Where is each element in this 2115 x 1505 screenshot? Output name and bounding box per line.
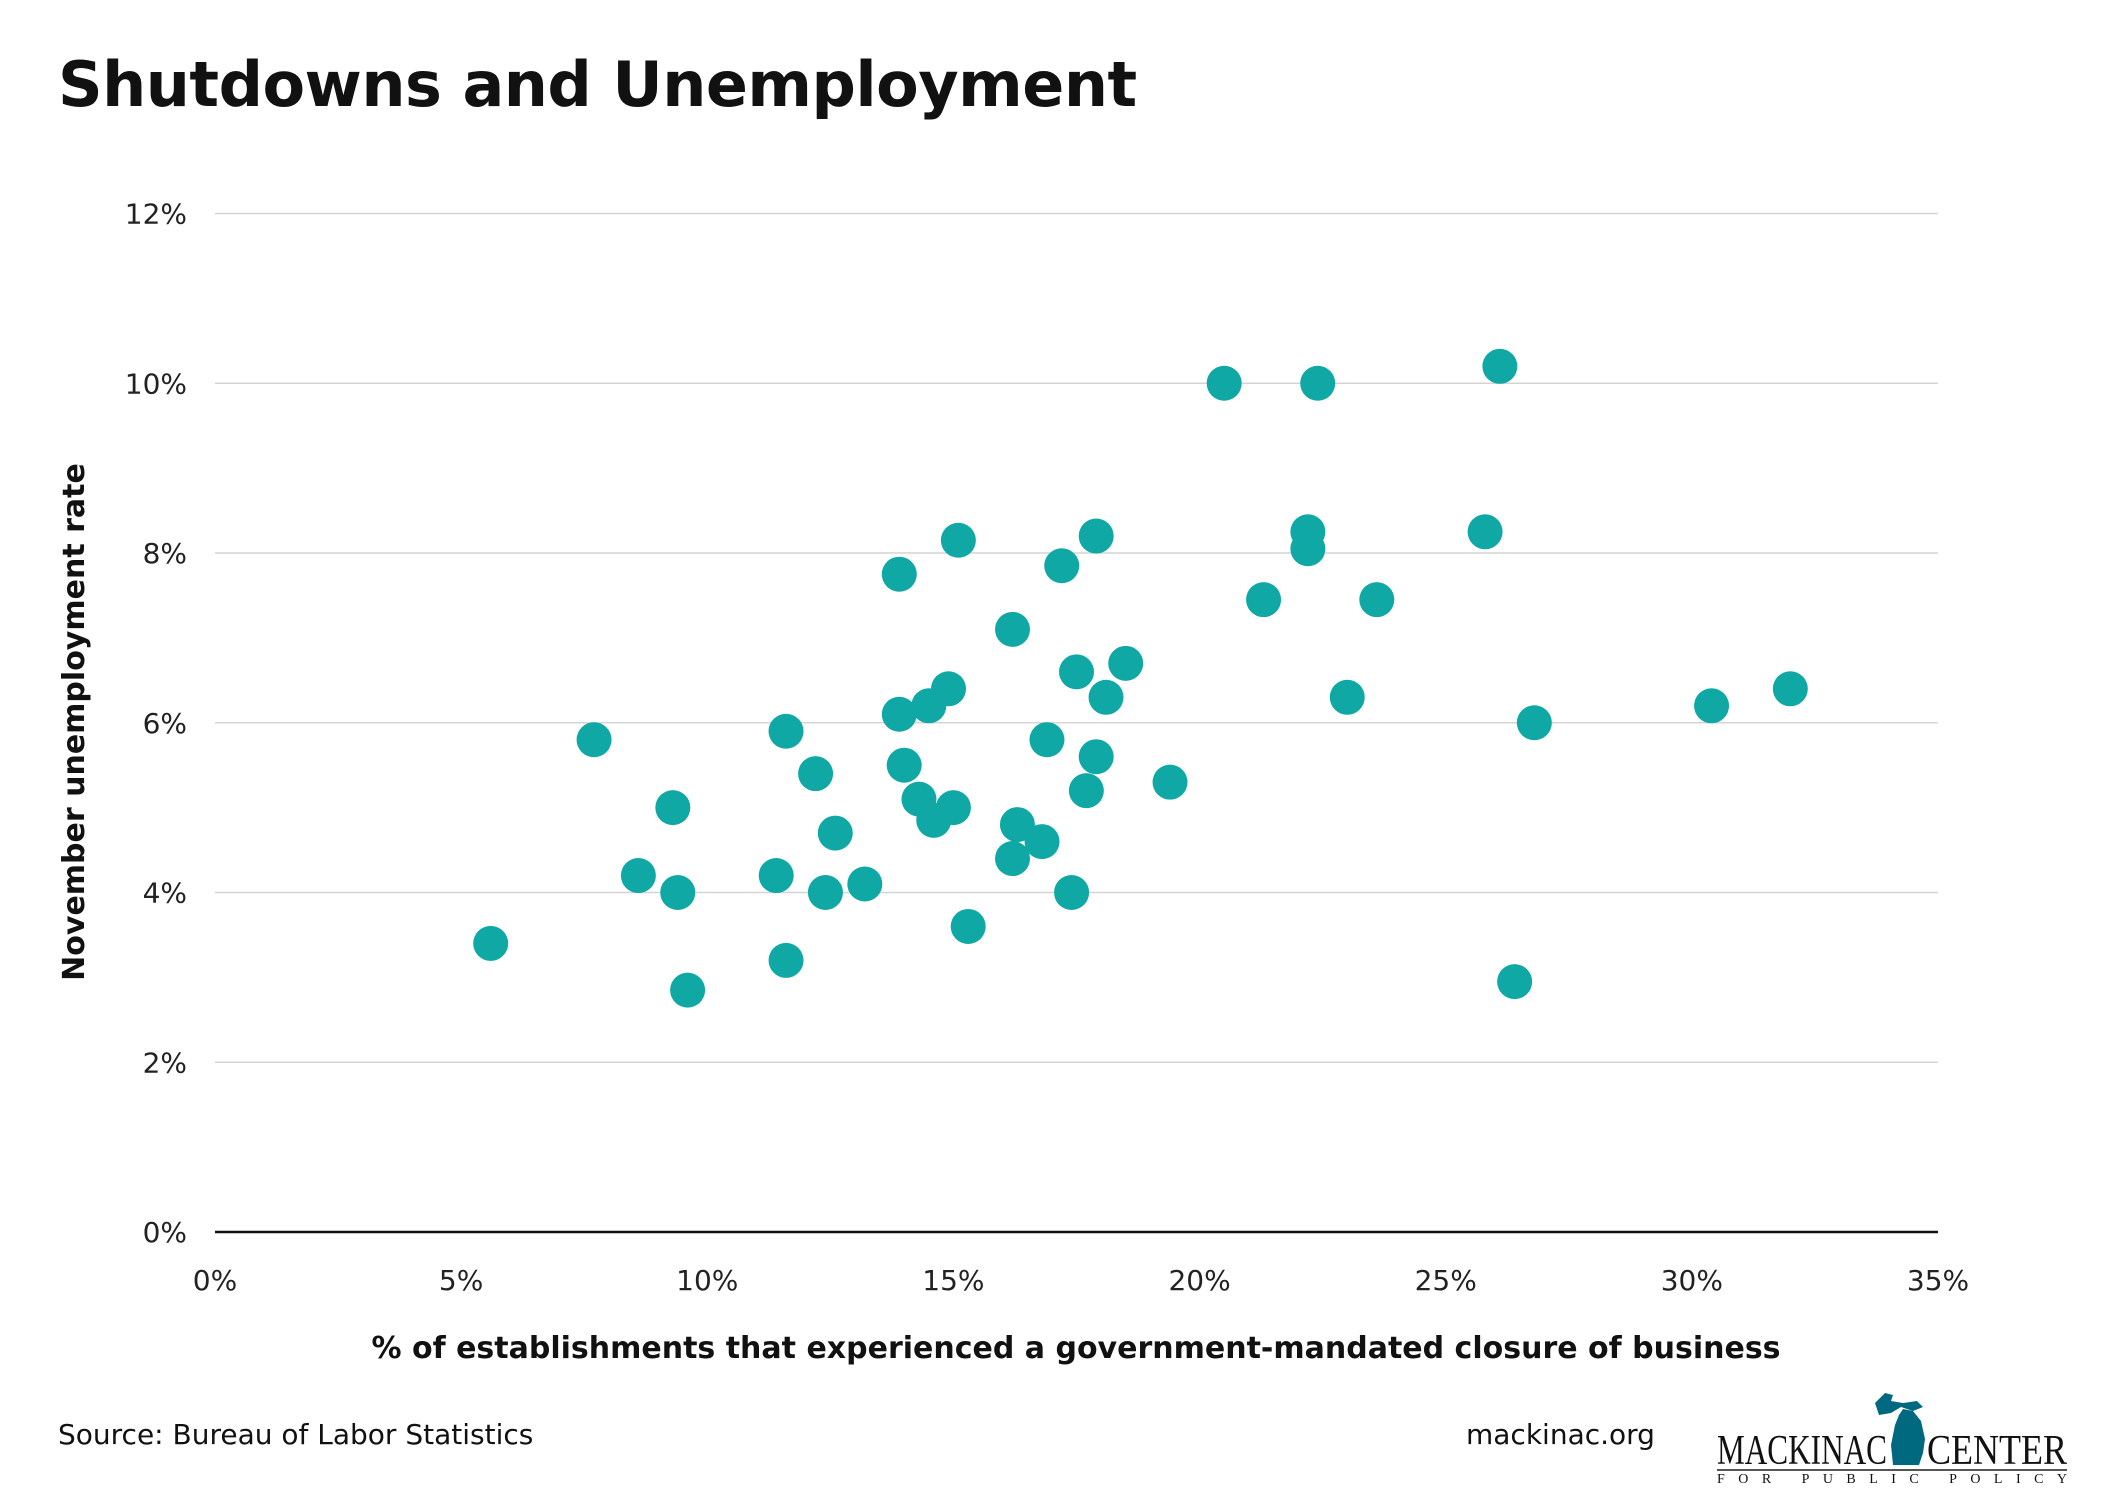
- data-point: [1054, 875, 1090, 910]
- gridlines: [215, 212, 1938, 1234]
- data-point: [1059, 654, 1094, 690]
- data-point: [995, 841, 1031, 877]
- data-point: [768, 713, 804, 749]
- data-point: [1078, 739, 1114, 775]
- x-tick-label: 25%: [1415, 1264, 1477, 1297]
- data-point: [1772, 671, 1808, 707]
- data-point: [1044, 548, 1080, 584]
- data-point: [798, 756, 834, 792]
- data-point: [1206, 365, 1242, 401]
- data-point: [576, 722, 612, 758]
- michigan-icon: [1875, 1393, 1925, 1465]
- data-point: [1497, 964, 1533, 1000]
- data-point: [1516, 705, 1552, 741]
- data-point: [1482, 348, 1518, 384]
- data-point: [1068, 773, 1104, 809]
- y-axis-label: November unemployment rate: [57, 463, 92, 981]
- data-point: [1152, 764, 1188, 800]
- mackinac-center-logo: MACKINAC CENTER FOR PUBLIC POLICY: [1717, 1393, 2067, 1485]
- y-tick-label: 4%: [143, 877, 187, 910]
- y-tick-label: 10%: [125, 367, 187, 400]
- y-axis-ticks: 0% 2% 4% 6% 8% 10% 12%: [125, 198, 187, 1250]
- data-point: [1359, 582, 1395, 618]
- data-point: [660, 875, 696, 910]
- x-tick-label: 20%: [1168, 1264, 1230, 1297]
- site-link[interactable]: mackinac.org: [1466, 1418, 1655, 1451]
- data-point: [1329, 679, 1365, 715]
- data-point: [881, 696, 917, 732]
- x-tick-label: 10%: [676, 1264, 738, 1297]
- svg-text:CENTER: CENTER: [1927, 1428, 2067, 1474]
- data-point: [881, 556, 917, 592]
- y-tick-label: 12%: [125, 198, 187, 231]
- data-point: [1078, 518, 1114, 554]
- data-point: [1694, 688, 1730, 724]
- y-tick-label: 0%: [143, 1216, 187, 1249]
- data-point: [1088, 679, 1124, 715]
- x-tick-label: 30%: [1661, 1264, 1723, 1297]
- data-point: [1246, 582, 1282, 618]
- chart-title: Shutdowns and Unemployment: [58, 48, 1137, 121]
- x-axis-ticks: 0% 5% 10% 15% 20% 25% 30% 35%: [193, 1264, 1969, 1297]
- y-tick-label: 8%: [143, 537, 187, 570]
- data-point: [1290, 531, 1326, 567]
- data-point: [620, 858, 656, 894]
- data-point: [670, 972, 706, 1008]
- x-tick-label: 35%: [1907, 1264, 1969, 1297]
- x-tick-label: 15%: [922, 1264, 984, 1297]
- data-point: [817, 815, 853, 851]
- data-point: [1029, 722, 1065, 758]
- data-point: [886, 747, 922, 783]
- data-point: [995, 611, 1031, 647]
- data-point: [1024, 824, 1060, 860]
- data-point: [473, 925, 509, 961]
- svg-text:FOR PUBLIC POLICY: FOR PUBLIC POLICY: [1717, 1472, 2067, 1485]
- y-tick-label: 2%: [143, 1046, 187, 1079]
- data-point: [1467, 514, 1503, 550]
- data-point: [1108, 645, 1144, 681]
- x-tick-label: 5%: [439, 1264, 483, 1297]
- data-point: [847, 866, 883, 902]
- data-point: [935, 790, 971, 826]
- data-points: [473, 348, 1808, 1008]
- x-axis-label: % of establishments that experienced a g…: [371, 1331, 1780, 1366]
- source-note: Source: Bureau of Labor Statistics: [58, 1418, 534, 1451]
- x-tick-label: 0%: [193, 1264, 237, 1297]
- data-point: [768, 942, 804, 978]
- data-point: [807, 875, 843, 910]
- data-point: [655, 790, 691, 826]
- data-point: [758, 858, 794, 894]
- data-point: [999, 807, 1035, 843]
- svg-text:MACKINAC: MACKINAC: [1717, 1428, 1887, 1474]
- scatter-chart: 0%2%4%6%8%10%12% 0% 5% 10% 15% 20% 25% 30% 35% …: [57, 198, 1969, 1367]
- data-point: [950, 908, 986, 944]
- data-point: [940, 522, 976, 558]
- data-point: [931, 671, 967, 707]
- y-tick-label: 6%: [143, 707, 187, 740]
- data-point: [1300, 365, 1336, 401]
